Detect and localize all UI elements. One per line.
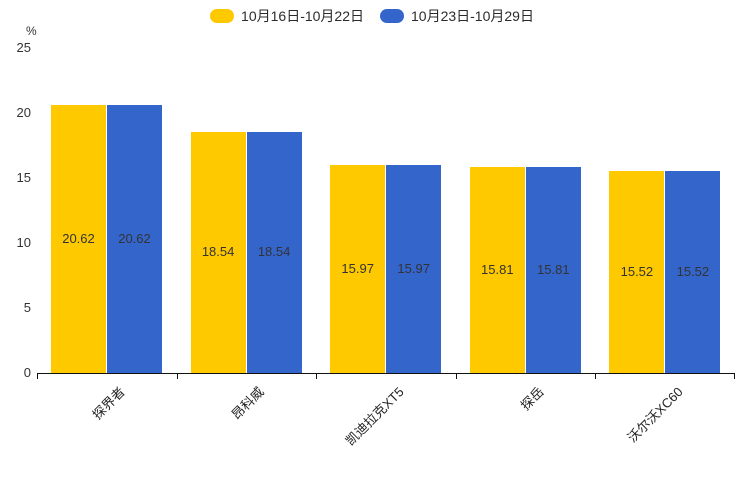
bar[interactable]: 20.62 [51, 104, 106, 373]
x-category-label: 昂科威 [228, 384, 268, 423]
bar-value-label: 20.62 [62, 230, 95, 246]
bar[interactable]: 15.97 [386, 165, 442, 373]
legend: 10月16日-10月22日 10月23日-10月29日 [0, 6, 744, 26]
bar[interactable]: 15.81 [525, 167, 581, 373]
bar-value-label: 20.62 [118, 230, 151, 246]
y-tick-label: 20 [16, 105, 31, 120]
bar-value-label: 15.97 [397, 261, 430, 277]
x-category-label: 凯迪拉克XT5 [342, 384, 407, 449]
x-axis-tick [37, 374, 38, 379]
x-category-label: 沃尔沃XC60 [624, 384, 686, 446]
y-axis-unit-label: % [26, 24, 37, 38]
legend-item-week1[interactable]: 10月16日-10月22日 [210, 6, 364, 26]
x-axis-tick [734, 374, 735, 379]
bar[interactable]: 18.54 [190, 131, 246, 373]
legend-item-week2[interactable]: 10月23日-10月29日 [380, 6, 534, 26]
y-tick-label: 25 [16, 40, 31, 55]
bar[interactable]: 15.81 [469, 167, 525, 373]
bar-value-label: 15.52 [676, 264, 710, 280]
legend-label-week2: 10月23日-10月29日 [411, 8, 534, 24]
bar-value-label: 18.54 [257, 244, 291, 260]
x-category-label: 探岳 [517, 384, 547, 414]
plot-area: 20.62 20.62 探界者 18.54 18.54 昂科威 15.97 15.97 凯迪拉克… [37, 48, 735, 448]
y-axis: 0 5 10 15 20 25 [0, 41, 31, 380]
legend-swatch-yellow [210, 9, 235, 23]
y-tick-label: 15 [16, 170, 31, 185]
bar[interactable]: 20.62 [107, 104, 162, 373]
x-axis-tick [595, 374, 597, 379]
x-axis-tick [455, 374, 457, 379]
bar[interactable]: 15.97 [330, 165, 386, 373]
bar-value-label: 15.52 [620, 264, 654, 280]
bar[interactable]: 18.54 [246, 131, 302, 373]
bar-value-label: 15.97 [341, 261, 374, 277]
y-tick-label: 5 [23, 300, 31, 315]
bar[interactable]: 15.52 [609, 171, 665, 373]
bar-value-label: 15.81 [481, 262, 514, 278]
bar-value-label: 18.54 [201, 244, 235, 260]
y-tick-label: 0 [23, 365, 31, 380]
bar-value-label: 15.81 [537, 262, 570, 278]
legend-swatch-blue [380, 9, 404, 23]
x-axis-tick [176, 374, 178, 379]
x-axis-tick [316, 374, 318, 379]
x-category-label: 探界者 [89, 384, 128, 423]
y-tick-label: 10 [16, 235, 31, 250]
legend-label-week1: 10月16日-10月22日 [241, 8, 364, 24]
bar[interactable]: 15.52 [665, 171, 721, 373]
